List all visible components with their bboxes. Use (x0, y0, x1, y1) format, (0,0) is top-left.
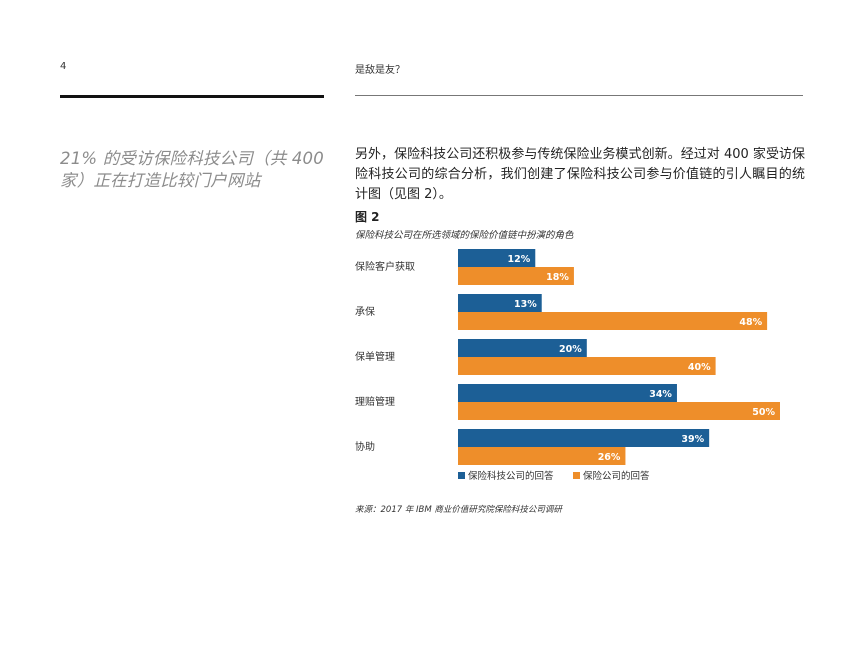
bar-value-label: 39% (681, 434, 704, 445)
legend-label: 保险科技公司的回答 (468, 470, 554, 482)
bar-value-label: 18% (546, 272, 569, 283)
body-paragraph: 另外，保险科技公司还积极参与传统保险业务模式创新。经过对 400 家受访保险科技… (355, 147, 805, 202)
left-header-rule (60, 95, 324, 98)
right-header-rule (355, 95, 803, 96)
figure-label: 图 2 (355, 210, 380, 224)
bar-insurer (458, 312, 768, 330)
legend-label: 保险公司的回答 (583, 470, 650, 482)
bar-insurtech (458, 339, 587, 357)
category-label: 保单管理 (355, 350, 395, 363)
bar-value-label: 13% (514, 299, 537, 310)
bar-insurer (458, 357, 716, 375)
bar-value-label: 26% (598, 452, 621, 463)
category-label: 保险客户获取 (355, 260, 415, 273)
bar-value-label: 48% (739, 317, 762, 328)
category-label: 协助 (355, 440, 375, 453)
category-label: 理赔管理 (355, 395, 395, 408)
bar-insurtech (458, 294, 542, 312)
bar-value-label: 20% (559, 344, 582, 355)
category-label: 承保 (355, 305, 375, 318)
bar-insurtech (458, 249, 536, 267)
running-header-title: 是敌是友？ (355, 65, 405, 76)
bar-insurer (458, 402, 780, 420)
bar-insurtech (458, 384, 677, 402)
bar-value-label: 50% (752, 407, 775, 418)
pull-quote: 21% 的受访保险科技公司（共 400 家）正在打造比较门户网站 (60, 149, 324, 190)
bar-value-label: 12% (508, 254, 531, 265)
figure-source: 来源：2017 年 IBM 商业价值研究院保险科技公司调研 (355, 505, 562, 515)
legend-swatch (573, 472, 580, 479)
legend-swatch (458, 472, 465, 479)
figure-caption: 保险科技公司在所选领域的保险价值链中扮演的角色 (355, 230, 574, 241)
bar-value-label: 40% (688, 362, 711, 373)
bar-insurtech (458, 429, 710, 447)
bar-insurer (458, 267, 574, 285)
bar-chart: 保险客户获取 12% 18% 承保 13% 48% 保单管理 20% 40% 理赔管理 34% 50%… (355, 249, 780, 482)
page-number: 4 (60, 61, 67, 72)
bar-insurer (458, 447, 626, 465)
bar-value-label: 34% (649, 389, 672, 400)
